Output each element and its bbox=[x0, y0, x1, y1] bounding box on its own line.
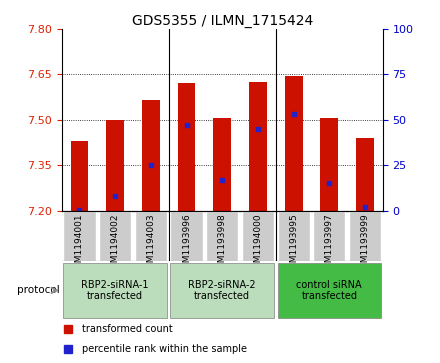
Bar bbox=[70, 141, 88, 211]
Bar bbox=[356, 138, 374, 211]
Bar bbox=[106, 120, 124, 211]
Text: GSM1194000: GSM1194000 bbox=[253, 213, 262, 274]
FancyBboxPatch shape bbox=[242, 211, 274, 261]
Text: protocol: protocol bbox=[17, 285, 60, 295]
FancyBboxPatch shape bbox=[313, 211, 345, 261]
Text: GSM1193996: GSM1193996 bbox=[182, 213, 191, 274]
FancyBboxPatch shape bbox=[63, 211, 95, 261]
Text: GSM1194003: GSM1194003 bbox=[147, 213, 155, 274]
Bar bbox=[213, 118, 231, 211]
Text: GSM1194002: GSM1194002 bbox=[110, 213, 120, 274]
Text: control siRNA
transfected: control siRNA transfected bbox=[297, 280, 362, 301]
FancyBboxPatch shape bbox=[135, 211, 167, 261]
FancyBboxPatch shape bbox=[206, 211, 238, 261]
Text: RBP2-siRNA-2
transfected: RBP2-siRNA-2 transfected bbox=[188, 280, 256, 301]
FancyBboxPatch shape bbox=[170, 211, 202, 261]
FancyBboxPatch shape bbox=[170, 263, 274, 318]
Text: percentile rank within the sample: percentile rank within the sample bbox=[82, 344, 247, 354]
Title: GDS5355 / ILMN_1715424: GDS5355 / ILMN_1715424 bbox=[132, 14, 313, 28]
FancyBboxPatch shape bbox=[278, 211, 310, 261]
Bar bbox=[285, 76, 303, 211]
Text: GSM1193997: GSM1193997 bbox=[325, 213, 334, 274]
Bar bbox=[178, 83, 195, 211]
Text: GSM1193999: GSM1193999 bbox=[360, 213, 370, 274]
FancyBboxPatch shape bbox=[278, 263, 381, 318]
FancyBboxPatch shape bbox=[349, 211, 381, 261]
Text: GSM1193995: GSM1193995 bbox=[289, 213, 298, 274]
FancyBboxPatch shape bbox=[63, 263, 167, 318]
Text: transformed count: transformed count bbox=[82, 325, 173, 334]
Text: GSM1194001: GSM1194001 bbox=[75, 213, 84, 274]
Bar bbox=[320, 118, 338, 211]
FancyBboxPatch shape bbox=[99, 211, 131, 261]
Text: RBP2-siRNA-1
transfected: RBP2-siRNA-1 transfected bbox=[81, 280, 149, 301]
Bar bbox=[142, 100, 160, 211]
Text: GSM1193998: GSM1193998 bbox=[218, 213, 227, 274]
Bar bbox=[249, 82, 267, 211]
